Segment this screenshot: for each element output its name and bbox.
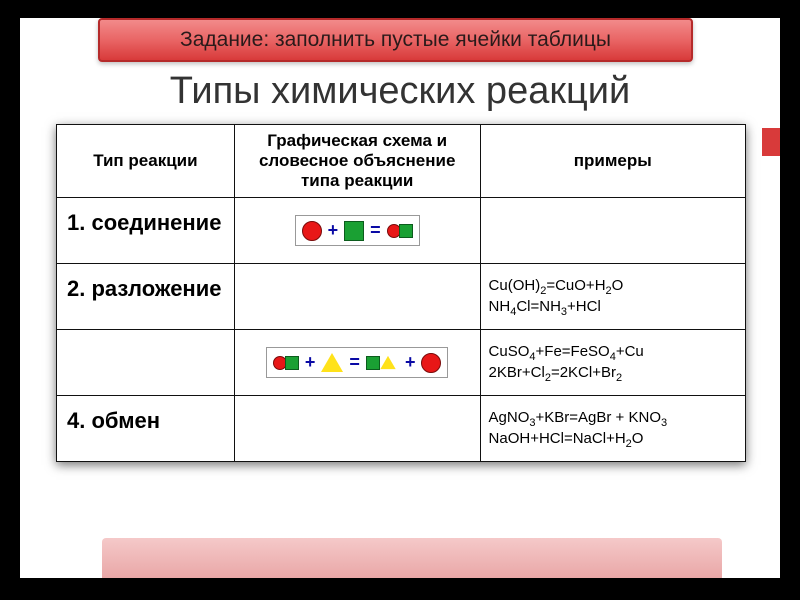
equals-icon: =: [368, 220, 383, 241]
table-row: + = + CuSO4+Fe=FeSO4+Cu2KBr+Cl2=2KCl+Br2: [57, 330, 746, 396]
equals-icon: =: [347, 352, 362, 373]
combination-diagram: + =: [295, 215, 420, 246]
col-header-type: Тип реакции: [57, 125, 235, 198]
table-row: 2. разложение Cu(OH)2=CuO+H2ONH4Cl=NH3+H…: [57, 264, 746, 330]
slide-stage: Задание: заполнить пустые ячейки таблицы…: [20, 18, 780, 578]
page-title: Типы химических реакций: [20, 70, 780, 113]
compound-icon: [387, 224, 413, 238]
schema-cell-1: + =: [234, 198, 480, 264]
accent-footer: [102, 538, 722, 578]
schema-cell-4: [234, 396, 480, 462]
example-cell-4: AgNO3+KBr=AgBr + KNO3NaOH+HCl=NaCl+H2O: [480, 396, 745, 462]
red-circle-icon: [421, 353, 441, 373]
substitution-diagram: + = +: [266, 347, 449, 378]
example-cell-2: Cu(OH)2=CuO+H2ONH4Cl=NH3+HCl: [480, 264, 745, 330]
table-row: 4. обмен AgNO3+KBr=AgBr + KNO3NaOH+HCl=N…: [57, 396, 746, 462]
col-header-schema: Графическая схема и словесное объяснение…: [234, 125, 480, 198]
plus-icon: +: [326, 220, 341, 241]
ruler-tick: [100, 10, 102, 16]
type-cell-2: 2. разложение: [57, 264, 235, 330]
plus-icon: +: [303, 352, 318, 373]
type-cell-1: 1. соединение: [57, 198, 235, 264]
table-row: 1. соединение + =: [57, 198, 746, 264]
table-header-row: Тип реакции Графическая схема и словесно…: [57, 125, 746, 198]
green-square-icon: [344, 221, 364, 241]
plus-icon: +: [403, 352, 418, 373]
accent-stripe-right: [762, 128, 780, 156]
col-header-examples: примеры: [480, 125, 745, 198]
task-banner: Задание: заполнить пустые ячейки таблицы: [98, 18, 693, 62]
example-cell-1: [480, 198, 745, 264]
type-cell-4: 4. обмен: [57, 396, 235, 462]
compound-green-yellow-icon: [366, 353, 399, 372]
yellow-triangle-icon: [321, 353, 343, 372]
red-circle-icon: [302, 221, 322, 241]
schema-cell-3: + = +: [234, 330, 480, 396]
example-cell-3: CuSO4+Fe=FeSO4+Cu2KBr+Cl2=2KCl+Br2: [480, 330, 745, 396]
banner-text: Задание: заполнить пустые ячейки таблицы: [180, 28, 611, 52]
compound-red-green-icon: [273, 356, 299, 370]
type-cell-3: [57, 330, 235, 396]
schema-cell-2: [234, 264, 480, 330]
reactions-table: Тип реакции Графическая схема и словесно…: [56, 124, 746, 462]
